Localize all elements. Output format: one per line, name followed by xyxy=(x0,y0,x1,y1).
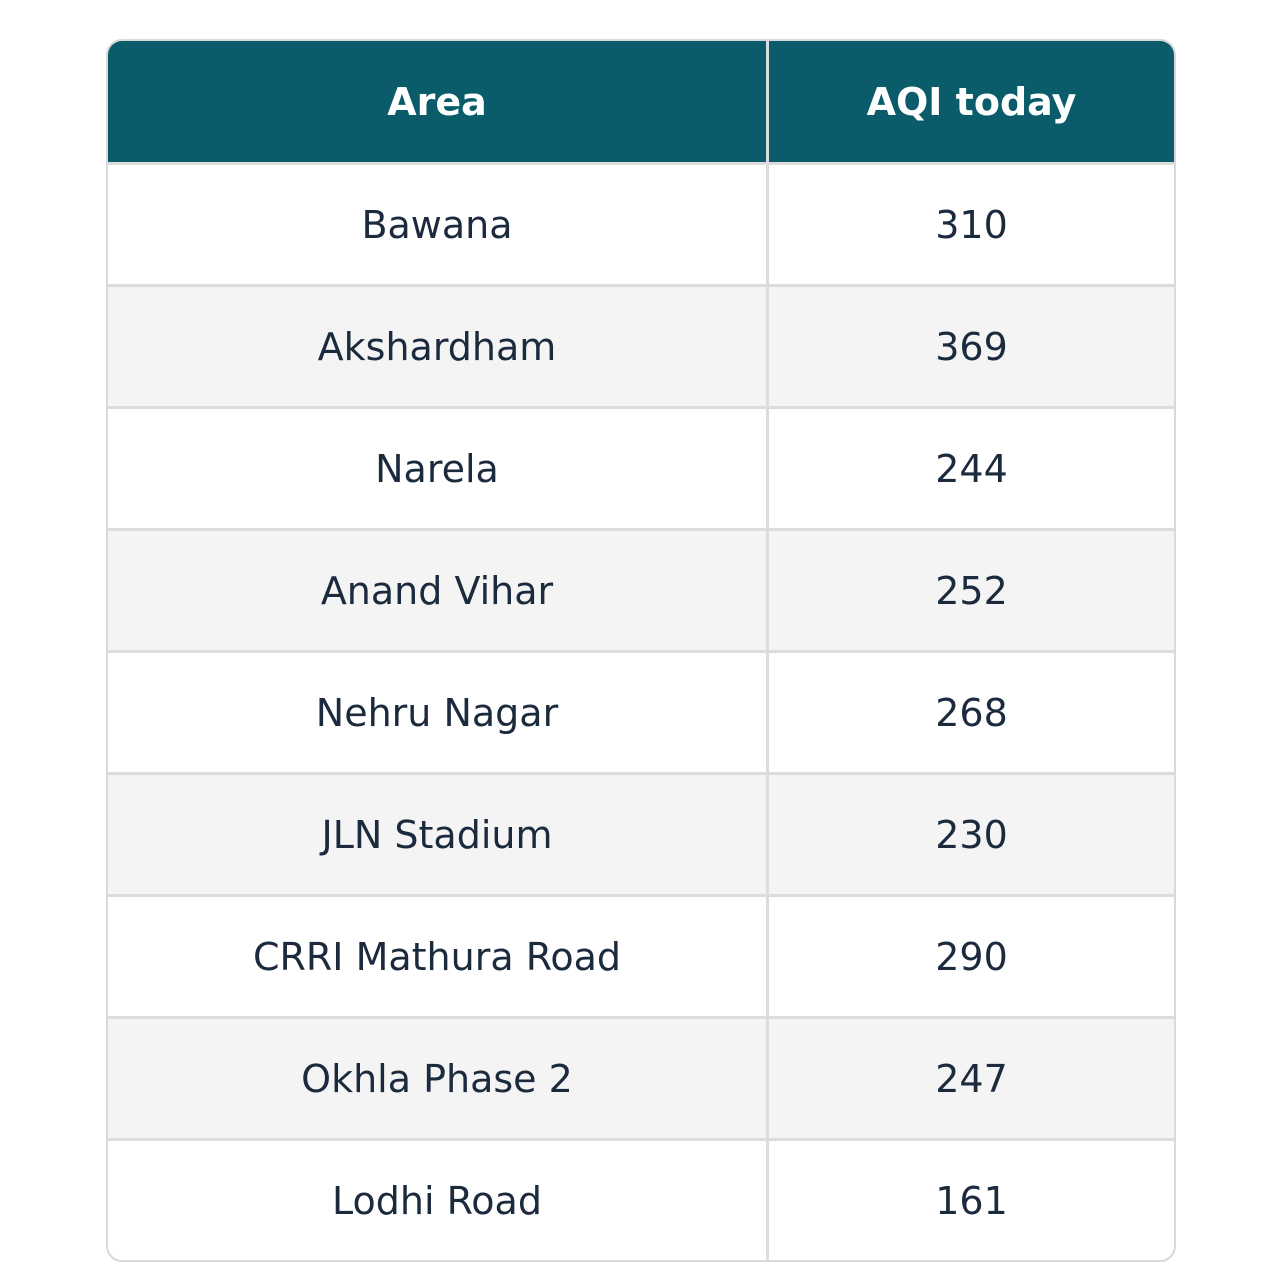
table-row: JLN Stadium 230 xyxy=(108,772,1174,896)
area-cell: CRRI Mathura Road xyxy=(108,894,769,1018)
table-row: Nehru Nagar 268 xyxy=(108,650,1174,774)
area-cell: Okhla Phase 2 xyxy=(108,1016,769,1140)
aqi-cell: 230 xyxy=(767,772,1174,896)
area-cell: Nehru Nagar xyxy=(108,650,769,774)
table-row: Akshardham 369 xyxy=(108,284,1174,408)
table-row: Okhla Phase 2 247 xyxy=(108,1016,1174,1140)
area-cell: Lodhi Road xyxy=(108,1138,769,1260)
table-body: Bawana 310 Akshardham 369 Narela 244 Anand Vih… xyxy=(108,162,1174,1260)
header-row: Area AQI today xyxy=(108,41,1174,164)
header-cell: AQI today xyxy=(767,41,1174,164)
area-cell: Anand Vihar xyxy=(108,528,769,652)
table-card: Area AQI today Bawana 310 Akshardham 369 Nar… xyxy=(106,39,1176,1262)
table-row: Narela 244 xyxy=(108,406,1174,530)
area-cell: Akshardham xyxy=(108,284,769,408)
aqi-cell: 252 xyxy=(767,528,1174,652)
header-cell: Area xyxy=(108,41,769,164)
aqi-cell: 290 xyxy=(767,894,1174,1018)
table-row: CRRI Mathura Road 290 xyxy=(108,894,1174,1018)
aqi-cell: 369 xyxy=(767,284,1174,408)
aqi-cell: 244 xyxy=(767,406,1174,530)
area-cell: JLN Stadium xyxy=(108,772,769,896)
table-row: Bawana 310 xyxy=(108,162,1174,286)
area-cell: Bawana xyxy=(108,162,769,286)
aqi-cell: 310 xyxy=(767,162,1174,286)
table-row: Anand Vihar 252 xyxy=(108,528,1174,652)
table-row: Lodhi Road 161 xyxy=(108,1138,1174,1260)
aqi-cell: 247 xyxy=(767,1016,1174,1140)
aqi-cell: 268 xyxy=(767,650,1174,774)
aqi-cell: 161 xyxy=(767,1138,1174,1260)
area-cell: Narela xyxy=(108,406,769,530)
aqi-table: Area AQI today Bawana 310 Akshardham 369 Nar… xyxy=(108,41,1174,1260)
